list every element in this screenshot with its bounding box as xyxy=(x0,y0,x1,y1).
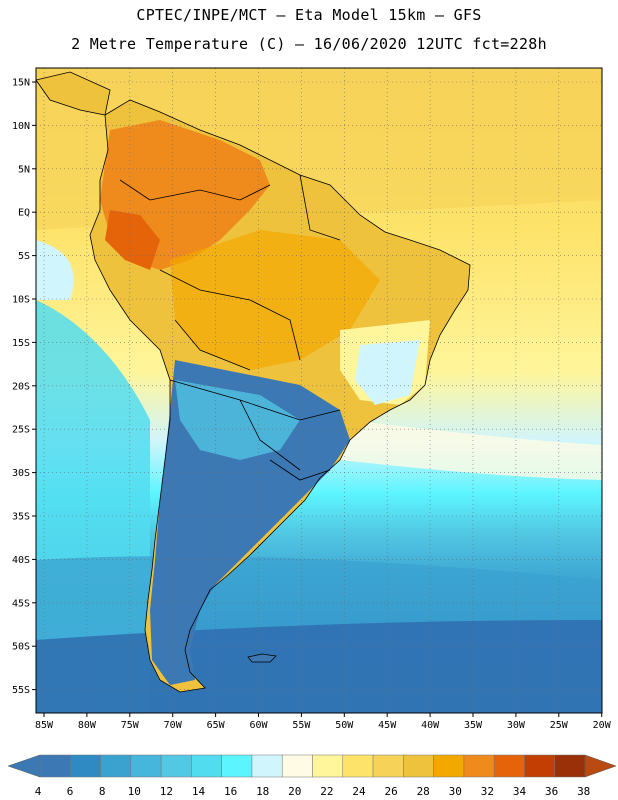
colorbar-swatch xyxy=(130,754,162,778)
longitude-label: 70W xyxy=(164,720,183,731)
latitude-label: 35S xyxy=(12,512,30,523)
colorbar-swatch xyxy=(433,754,465,778)
colorbar-label: 20 xyxy=(288,785,301,798)
latitude-ticks: 15N 10N 5N EQ 5S 10S 15S 20S 25S 30S 35S 40S 45S 50S 5… xyxy=(12,78,36,696)
colorbar-swatch xyxy=(312,754,344,778)
map-area xyxy=(36,68,602,713)
longitude-label: 40W xyxy=(421,720,440,731)
colorbar-label: 14 xyxy=(192,785,206,798)
latitude-label: EQ xyxy=(18,208,30,219)
colorbar-label: 26 xyxy=(384,785,397,798)
country-borders xyxy=(89,99,471,693)
longitude-label: 80W xyxy=(78,720,97,731)
title-line-2: 2 Metre Temperature (C) – 16/06/2020 12U… xyxy=(71,35,547,53)
latitude-label: 5S xyxy=(18,251,30,262)
longitude-label: 60W xyxy=(249,720,268,731)
latitude-label: 20S xyxy=(12,381,30,392)
colorbar-label: 8 xyxy=(99,785,106,798)
longitude-label: 45W xyxy=(378,720,397,731)
central-warm-zone xyxy=(170,230,380,370)
longitude-label: 20W xyxy=(593,720,612,731)
colorbar-label: 18 xyxy=(256,785,269,798)
longitude-label: 25W xyxy=(550,720,569,731)
colorbar-label: 36 xyxy=(545,785,558,798)
colorbar-label: 24 xyxy=(352,785,366,798)
temperature-colorbar: 4 6 8 10 12 14 16 18 20 22 24 26 28 30 32 34 36 38 xyxy=(7,754,617,798)
title-line-1: CPTEC/INPE/MCT – Eta Model 15km – GFS xyxy=(136,6,482,24)
colorbar-swatch xyxy=(39,754,71,778)
colorbar-label: 10 xyxy=(128,785,141,798)
colorbar-label: 28 xyxy=(417,785,430,798)
latitude-label: 5N xyxy=(18,164,30,175)
longitude-label: 65W xyxy=(207,720,226,731)
longitude-label: 55W xyxy=(292,720,311,731)
colorbar-label: 16 xyxy=(224,785,237,798)
colorbar-label: 6 xyxy=(67,785,74,798)
latitude-label: 10N xyxy=(12,121,30,132)
colorbar-high-arrow xyxy=(584,754,617,778)
ocean-band-cyan xyxy=(36,240,74,300)
colorbar-swatch xyxy=(251,754,283,778)
longitude-label: 35W xyxy=(464,720,483,731)
longitude-label: 50W xyxy=(335,720,354,731)
latitude-label: 30S xyxy=(12,468,30,479)
colorbar-swatch xyxy=(160,754,192,778)
latitude-label: 50S xyxy=(12,642,30,653)
colorbar-swatch xyxy=(342,754,374,778)
colorbar-label: 38 xyxy=(577,785,590,798)
colorbar-swatch xyxy=(191,754,222,778)
colorbar-label: 30 xyxy=(449,785,462,798)
caribbean-coast xyxy=(36,71,111,116)
falkland-islands xyxy=(247,653,277,663)
longitude-ticks: 85W 80W 75W 70W 65W 60W 55W 50W 45W 40W 35W 30W 25W 2… xyxy=(35,713,612,731)
longitude-label: 30W xyxy=(507,720,526,731)
colorbar-label: 32 xyxy=(481,785,494,798)
colorbar-swatch xyxy=(372,754,404,778)
colorbar-swatch xyxy=(100,754,132,778)
colorbar-swatch xyxy=(463,754,495,778)
map-border xyxy=(35,67,603,714)
latitude-label: 10S xyxy=(12,295,30,306)
colorbar-swatch xyxy=(281,754,313,778)
colorbar-label: 34 xyxy=(513,785,527,798)
colorbar-swatch xyxy=(493,754,525,778)
longitude-label: 75W xyxy=(121,720,140,731)
colorbar-swatch xyxy=(70,754,101,778)
colorbar-label: 4 xyxy=(35,785,42,798)
colorbar-label: 12 xyxy=(160,785,173,798)
longitude-label: 85W xyxy=(35,720,54,731)
colorbar-swatch xyxy=(403,754,434,778)
colorbar-swatch xyxy=(524,754,555,778)
colorbar-label: 22 xyxy=(320,785,333,798)
ocean-band-pale xyxy=(340,420,602,480)
colorbar-swatch xyxy=(554,754,586,778)
latitude-label: 15N xyxy=(12,78,30,89)
latitude-label: 45S xyxy=(12,598,30,609)
colorbar-low-arrow xyxy=(7,754,41,778)
latitude-label: 15S xyxy=(12,338,30,349)
latitude-label: 55S xyxy=(12,685,30,696)
latitude-label: 25S xyxy=(12,425,30,436)
andes-hot-zone xyxy=(105,210,160,270)
latitude-label: 40S xyxy=(12,555,30,566)
south-mid-zone xyxy=(175,380,300,460)
colorbar-swatch xyxy=(221,754,253,778)
